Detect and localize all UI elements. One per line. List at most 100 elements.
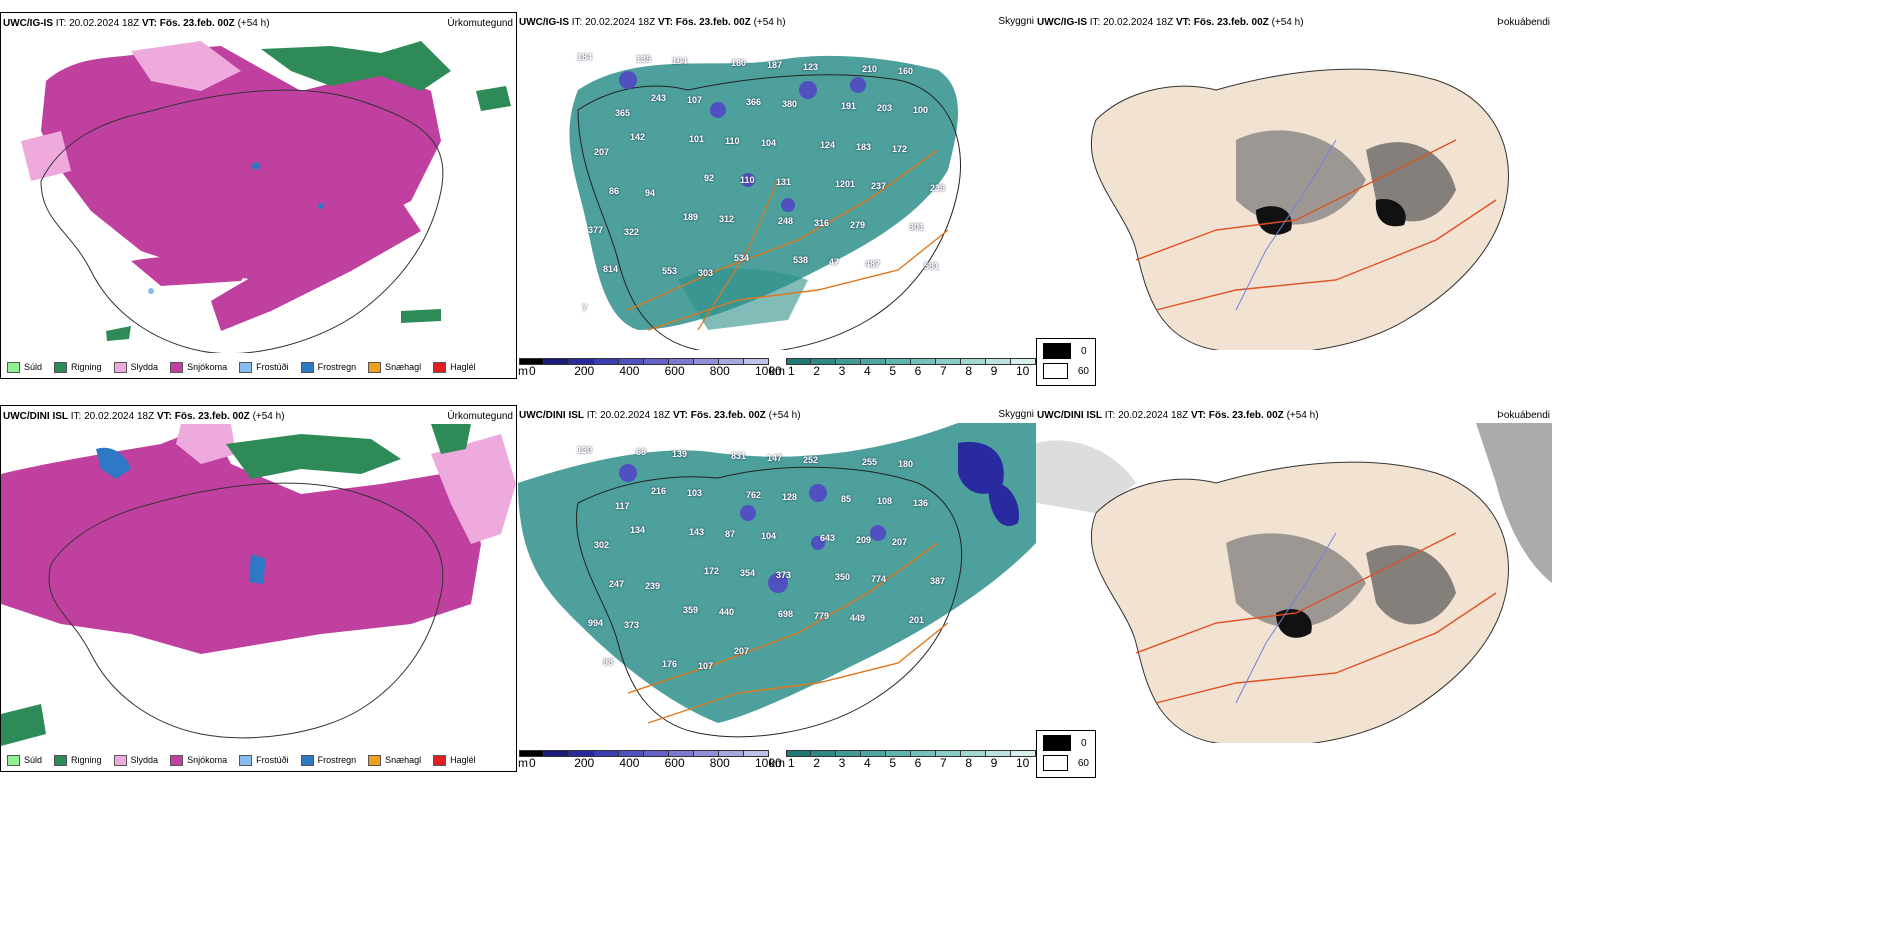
visibility-value-label: 359 <box>683 605 699 615</box>
visibility-value-label: 831 <box>731 451 747 461</box>
visibility-value-label: 191 <box>841 101 857 111</box>
colorbar-segment <box>519 750 544 757</box>
legend-swatch <box>433 361 447 373</box>
colorbar-segment <box>961 358 986 365</box>
precip-map-row2 <box>1 424 516 746</box>
cloud-panel-row2: UWC/DINI ISL IT: 20.02.2024 18Z VT: Fös.… <box>518 405 1036 772</box>
colorbar-segment <box>619 358 644 365</box>
visibility-value-label: 373 <box>776 570 792 580</box>
tick-label: 800 <box>709 756 730 770</box>
model-name: UWC/IG-IS <box>3 18 53 29</box>
visibility-value-label: 101 <box>689 134 705 144</box>
legend-item: Rigning <box>54 754 102 766</box>
legend-swatch <box>113 754 127 766</box>
cloudbase-unit-row2: m <box>518 756 528 770</box>
visibility-value-label: 1201 <box>835 179 856 189</box>
visibility-colorbar-row2 <box>786 750 1036 757</box>
visibility-value-label: 110 <box>725 136 740 146</box>
tick-label: 1 <box>788 364 795 378</box>
visibility-value-label: 86 <box>609 186 620 196</box>
tick-label: 2 <box>813 364 821 378</box>
tick-label: 800 <box>709 364 730 378</box>
visibility-value-label: 440 <box>719 607 735 617</box>
visibility-value-label: 107 <box>698 661 714 671</box>
tick-label: 3 <box>838 364 846 378</box>
fog-map-row2 <box>1036 423 1552 743</box>
tick-label: 4 <box>864 364 871 378</box>
model-name: UWC/DINI ISL <box>519 410 584 421</box>
visibility-value-label: 377 <box>588 225 604 235</box>
cloudbase-colorbar-row2 <box>519 750 769 757</box>
legend-item: Slydda <box>113 361 158 373</box>
colorbar-segment <box>644 750 669 757</box>
legend-item: Haglél <box>433 754 476 766</box>
visibility-value-label: 210 <box>862 64 878 74</box>
cloud-map-row1 <box>569 55 961 350</box>
legend-item: Frostúði <box>239 754 289 766</box>
precip-title: Úrkomutegund <box>447 18 513 29</box>
valid-time: VT: Fös. 23.feb. 00Z <box>141 18 235 29</box>
tick-label: 3 <box>838 756 846 770</box>
issue-time: IT: 20.02.2024 18Z <box>55 18 140 29</box>
visibility-value-label: 207 <box>892 537 908 547</box>
colorbar-segment <box>786 358 811 365</box>
legend-swatch <box>433 754 447 766</box>
fog-title: Þokuábendi <box>1497 410 1550 421</box>
visibility-value-label: 187 <box>767 60 783 70</box>
legend-swatch <box>368 361 382 373</box>
colorbar-segment <box>544 750 569 757</box>
legend-swatch <box>54 754 68 766</box>
visibility-value-label: 387 <box>930 576 946 586</box>
visibility-value-label: 108 <box>877 496 893 506</box>
tick-label: 1000 <box>755 756 782 770</box>
visibility-value-label: 207 <box>594 147 610 157</box>
issue-time: IT: 20.02.2024 18Z <box>586 410 671 421</box>
precip-map <box>21 41 511 353</box>
visibility-value-label: 239 <box>645 581 661 591</box>
legend-swatch <box>170 361 184 373</box>
colorbar-segment <box>861 750 886 757</box>
legend-swatch <box>7 754 20 766</box>
legend-swatch <box>7 361 20 373</box>
fog-swatch-0 <box>1043 343 1071 359</box>
visibility-value-label: 160 <box>898 66 914 76</box>
lead-time: (+54 h) <box>252 411 285 422</box>
colorbar-segment <box>694 358 719 365</box>
colorbar-segment <box>986 358 1011 365</box>
model-name: UWC/DINI ISL <box>1037 410 1102 421</box>
legend-swatch <box>368 754 382 766</box>
cloudbase-colorbar-row1 <box>519 358 769 365</box>
visibility-value-label: 449 <box>850 613 866 623</box>
tick-label: 600 <box>664 364 685 378</box>
tick-label: 7 <box>940 364 947 378</box>
cloud-title: Skyggni <box>998 16 1034 27</box>
visibility-value-label: 248 <box>778 216 794 226</box>
visibility-value-label: 134 <box>630 525 646 535</box>
visibility-value-label: 365 <box>615 108 631 118</box>
visibility-value-label: 322 <box>624 227 640 237</box>
tick-label: 1000 <box>755 364 782 378</box>
visibility-value-label: 207 <box>734 646 750 656</box>
visibility-value-label: 354 <box>740 568 756 578</box>
visibility-value-label: 189 <box>683 212 699 222</box>
tick-label: 7 <box>940 756 947 770</box>
visibility-value-label: 279 <box>850 220 866 230</box>
tick-label: 1 <box>788 756 795 770</box>
visibility-value-label: 774 <box>871 574 887 584</box>
visibility-value-label: 180 <box>731 58 747 68</box>
precip-legend: Súld Rigning Slydda Snjókoma Frostúði Fr… <box>1 356 476 378</box>
precip-panel-row1: UWC/IG-IS IT: 20.02.2024 18Z VT: Fös. 23… <box>0 12 517 379</box>
colorbar-segment <box>911 358 936 365</box>
tick-label: 200 <box>574 756 595 770</box>
visibility-value-label: 303 <box>698 268 714 278</box>
tick-label: 400 <box>619 364 640 378</box>
visibility-value-label: 350 <box>835 572 851 582</box>
fog-legend-row1: 0 60 <box>1036 338 1096 386</box>
visibility-value-label: 380 <box>782 99 798 109</box>
colorbar-segment <box>836 358 861 365</box>
model-name: UWC/DINI ISL <box>3 411 68 422</box>
legend-swatch <box>300 754 314 766</box>
legend-item: Slydda <box>113 754 158 766</box>
visibility-value-label: 98 <box>603 657 614 667</box>
visibility-value-label: 117 <box>615 501 630 511</box>
